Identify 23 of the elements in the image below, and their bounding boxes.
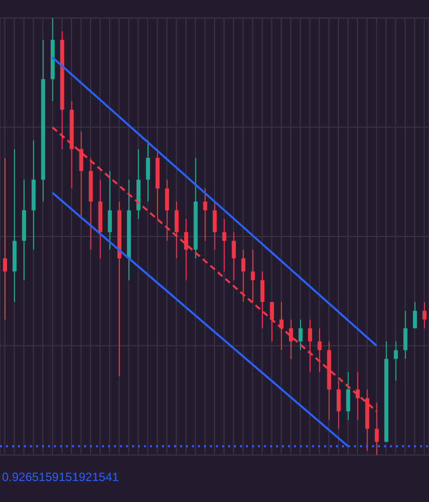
candlestick bbox=[412, 302, 417, 329]
candlestick bbox=[260, 270, 264, 329]
candlestick bbox=[241, 249, 246, 303]
candlestick bbox=[422, 302, 426, 329]
candlestick bbox=[232, 232, 236, 281]
candlestick bbox=[270, 302, 274, 342]
candlestick bbox=[146, 140, 150, 202]
candlestick bbox=[203, 188, 208, 242]
candlestick bbox=[212, 201, 217, 250]
candlestick bbox=[403, 310, 408, 360]
candlestick bbox=[174, 201, 179, 259]
candlestick bbox=[184, 218, 188, 281]
candlestick bbox=[222, 218, 226, 272]
candlestick bbox=[394, 340, 398, 382]
text: 0.9265159151921541 bbox=[0, 470, 121, 484]
candlestick bbox=[165, 179, 170, 242]
candlestick bbox=[346, 371, 350, 421]
candlestick bbox=[318, 328, 322, 372]
candlestick bbox=[298, 319, 303, 351]
candlestick bbox=[289, 319, 293, 360]
candlestick bbox=[308, 319, 312, 372]
candlestick bbox=[250, 249, 255, 303]
candlestick bbox=[108, 170, 112, 250]
